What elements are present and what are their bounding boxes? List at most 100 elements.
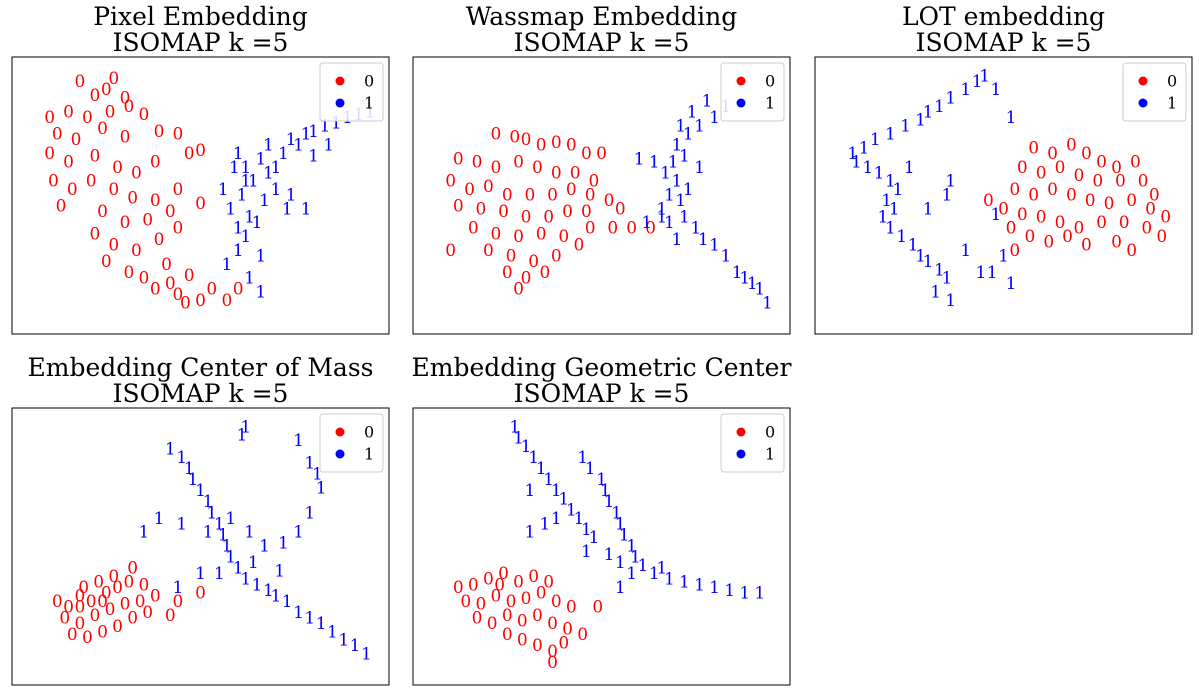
point: 1 xyxy=(259,537,270,557)
point: 0 xyxy=(74,72,85,92)
point: 0 xyxy=(517,631,528,651)
point: 1 xyxy=(225,509,236,529)
legend-label: 0 xyxy=(364,72,374,91)
legend: 01 xyxy=(720,62,785,122)
point: 1 xyxy=(671,230,682,250)
point: 0 xyxy=(502,625,513,645)
point: 0 xyxy=(1006,219,1017,239)
chart-title: Wassmap Embedding xyxy=(466,2,738,31)
point: 0 xyxy=(524,186,535,206)
point: 0 xyxy=(101,252,112,272)
point: 0 xyxy=(1115,172,1126,192)
point: 1 xyxy=(675,116,686,136)
point: 1 xyxy=(188,470,199,490)
point: 0 xyxy=(112,617,123,637)
point: 1 xyxy=(675,191,686,211)
point: 0 xyxy=(506,246,517,266)
point: 1 xyxy=(214,564,225,584)
point: 0 xyxy=(570,163,581,183)
point: 1 xyxy=(316,478,327,498)
point: 0 xyxy=(502,186,513,206)
point: 0 xyxy=(445,241,456,261)
point: 0 xyxy=(1055,213,1066,233)
point: 0 xyxy=(97,119,108,139)
point: 0 xyxy=(562,202,573,222)
point: 1 xyxy=(233,241,244,261)
point: 1 xyxy=(664,570,675,590)
point: 0 xyxy=(90,224,101,244)
point: 1 xyxy=(513,428,524,448)
point: 1 xyxy=(252,213,263,233)
point: 1 xyxy=(558,489,569,509)
point: 0 xyxy=(105,600,116,620)
point: 1 xyxy=(312,464,323,484)
point: 0 xyxy=(1047,180,1058,200)
plot-frame xyxy=(412,407,791,686)
point: 0 xyxy=(483,570,494,590)
point: 0 xyxy=(1066,136,1077,156)
point: 1 xyxy=(862,158,873,178)
point: 1 xyxy=(626,537,637,557)
point: 0 xyxy=(1149,186,1160,206)
point: 1 xyxy=(536,459,547,479)
point: 0 xyxy=(1126,191,1137,211)
point: 1 xyxy=(293,431,304,451)
point: 0 xyxy=(195,141,206,161)
point: 0 xyxy=(74,614,85,634)
point: 1 xyxy=(709,235,720,255)
point: 0 xyxy=(589,172,600,192)
point: 0 xyxy=(82,628,93,648)
point: 0 xyxy=(483,177,494,197)
point: 1 xyxy=(611,503,622,523)
chart-subtitle: ISOMAP k =5 xyxy=(916,28,1092,57)
point: 0 xyxy=(1009,180,1020,200)
legend-label: 1 xyxy=(364,445,374,464)
point: 1 xyxy=(566,500,577,520)
point: 1 xyxy=(263,136,274,156)
point: 0 xyxy=(983,191,994,211)
point: 0 xyxy=(74,586,85,606)
point: 1 xyxy=(679,573,690,593)
point: 1 xyxy=(859,138,870,158)
point: 0 xyxy=(180,294,191,314)
point: 0 xyxy=(90,606,101,626)
legend-box xyxy=(720,413,785,473)
point: 0 xyxy=(123,573,134,593)
plot-frame xyxy=(11,56,390,335)
point: 1 xyxy=(248,553,259,573)
point: 1 xyxy=(540,514,551,534)
chart-title: Embedding Center of Mass xyxy=(28,353,374,382)
legend-box xyxy=(1122,62,1187,122)
point: 0 xyxy=(78,578,89,598)
point: 0 xyxy=(131,241,142,261)
point: 0 xyxy=(52,125,63,145)
legend-marker xyxy=(736,427,746,437)
point: 0 xyxy=(1017,158,1028,178)
point: 0 xyxy=(112,158,123,178)
point: 0 xyxy=(528,252,539,272)
point: 1 xyxy=(679,147,690,167)
point: 0 xyxy=(607,219,618,239)
point: 1 xyxy=(668,152,679,172)
point: 0 xyxy=(1024,227,1035,247)
point: 0 xyxy=(108,180,119,200)
point: 1 xyxy=(218,180,229,200)
point: 1 xyxy=(896,227,907,247)
point: 1 xyxy=(596,470,607,490)
point: 0 xyxy=(172,285,183,305)
point: 0 xyxy=(483,241,494,261)
legend-label: 0 xyxy=(765,423,775,442)
point: 1 xyxy=(698,230,709,250)
point: 0 xyxy=(221,291,232,311)
point: 0 xyxy=(184,266,195,286)
point: 0 xyxy=(1160,208,1171,228)
point: 0 xyxy=(521,208,532,228)
point: 0 xyxy=(97,202,108,222)
plot-frame xyxy=(814,56,1193,335)
point: 0 xyxy=(547,186,558,206)
point: 0 xyxy=(56,197,67,217)
point: 0 xyxy=(604,191,615,211)
point: 0 xyxy=(566,136,577,156)
